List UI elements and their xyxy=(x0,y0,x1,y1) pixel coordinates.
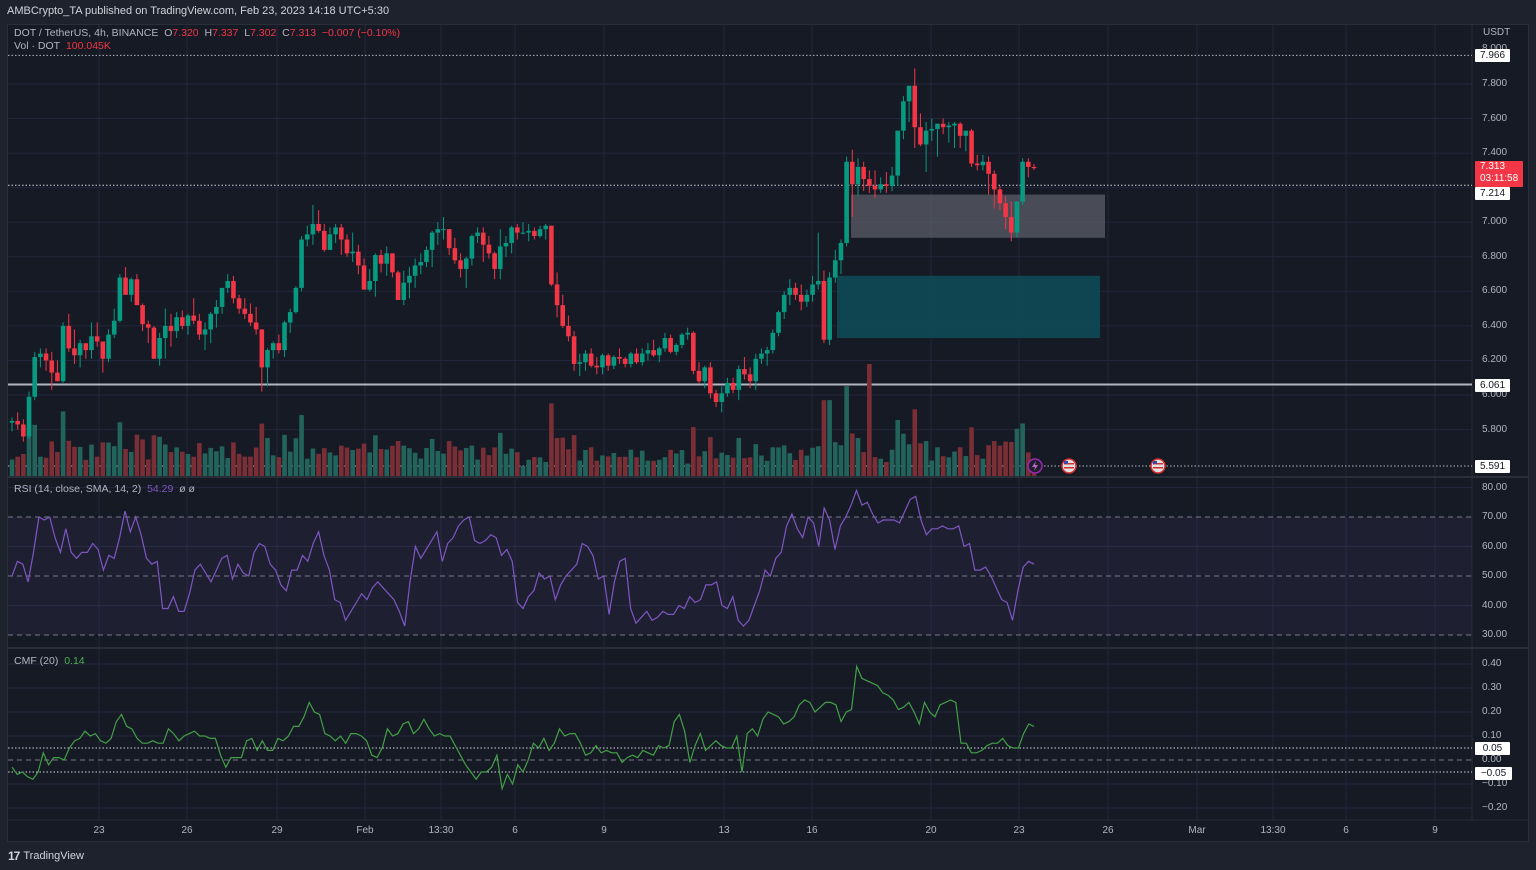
cmf-tick: 0.40 xyxy=(1482,658,1502,669)
close-value: 7.313 xyxy=(289,27,317,39)
price-tick: 5.800 xyxy=(1482,423,1508,435)
rsi-label[interactable]: RSI (14, close, SMA, 14, 2) xyxy=(14,483,142,495)
cmf-tick: 0.30 xyxy=(1482,682,1502,693)
price-tick: 6.400 xyxy=(1482,319,1508,331)
cmf-tick: 0.20 xyxy=(1482,706,1502,717)
rsi-tick: 60.00 xyxy=(1482,540,1508,552)
price-tick: 6.200 xyxy=(1482,354,1508,366)
low-value: 7.302 xyxy=(250,27,277,39)
top-line-tag: 7.966 xyxy=(1475,49,1510,62)
time-tick: 29 xyxy=(271,825,283,836)
cmf-label[interactable]: CMF (20) xyxy=(14,655,59,667)
publish-bar: AMBCrypto_TA published on TradingView.co… xyxy=(0,0,1536,24)
time-tick: Mar xyxy=(1188,825,1206,836)
price-tick: 7.800 xyxy=(1482,78,1508,89)
cmf-lower-tag: −0.05 xyxy=(1475,767,1512,780)
cmf-tick: 0.10 xyxy=(1482,730,1502,741)
event-markers xyxy=(1027,458,1166,474)
volume-legend: Vol · DOT 100.045K xyxy=(14,40,111,52)
grid xyxy=(8,25,1472,820)
price-tick: 7.400 xyxy=(1482,147,1508,159)
candles[interactable] xyxy=(9,68,1037,442)
open-value: 7.320 xyxy=(172,27,199,39)
rsi-line[interactable] xyxy=(11,488,1035,627)
time-tick: 13:30 xyxy=(1260,825,1286,836)
us-flag-event-icon[interactable] xyxy=(1061,458,1077,474)
price-tick: 6.800 xyxy=(1482,250,1508,262)
last-price-tag: 7.313 03:11:58 xyxy=(1475,161,1523,187)
brand-name[interactable]: TradingView xyxy=(23,850,84,862)
open-label: O xyxy=(164,27,173,39)
symbol-title[interactable]: DOT / TetherUS, 4h, BINANCE xyxy=(14,27,159,39)
publish-info: AMBCrypto_TA published on TradingView.co… xyxy=(7,5,390,17)
time-tick: 9 xyxy=(1432,825,1438,836)
time-tick: 6 xyxy=(1343,825,1349,836)
rsi-legend: RSI (14, close, SMA, 14, 2) 54.29 ø ø xyxy=(14,483,195,495)
currency-label: USDT xyxy=(1483,27,1511,38)
volume-label[interactable]: Vol · DOT xyxy=(14,40,61,52)
volume-bars xyxy=(9,364,1037,476)
time-tick: Feb xyxy=(356,825,374,836)
price-tick: 8.000 xyxy=(1482,43,1507,54)
price-tick: 7.600 xyxy=(1482,112,1508,124)
close-label: C xyxy=(282,27,290,39)
time-tick: 13 xyxy=(718,825,730,836)
cmf-tick: −0.20 xyxy=(1482,802,1508,813)
symbol-legend: DOT / TetherUS, 4h, BINANCE O7.320 H7.33… xyxy=(14,27,400,39)
cmf-tick: −0.10 xyxy=(1482,778,1508,789)
high-label: H xyxy=(204,27,213,39)
demand-zone[interactable] xyxy=(837,275,1100,339)
cmf-upper-tag: 0.05 xyxy=(1475,742,1510,755)
us-flag-event-icon-2[interactable] xyxy=(1150,458,1166,474)
time-tick: 20 xyxy=(925,825,937,836)
high-value: 7.337 xyxy=(212,27,239,39)
footer: 17 TradingView xyxy=(8,849,84,863)
bottom-line-tag: 5.591 xyxy=(1475,460,1510,473)
time-tick: 16 xyxy=(806,825,818,836)
rsi-tick: 50.00 xyxy=(1482,570,1508,581)
time-tick: 6 xyxy=(512,825,518,836)
cmf-line[interactable] xyxy=(11,664,1035,792)
time-tick: 26 xyxy=(181,825,193,836)
last-price: 7.313 xyxy=(1480,161,1506,172)
cmf-legend: CMF (20) 0.14 xyxy=(14,655,85,667)
bar-countdown: 03:11:58 xyxy=(1480,173,1519,184)
rsi-tick: 70.00 xyxy=(1482,511,1508,522)
time-tick: 9 xyxy=(601,825,607,836)
time-tick: 13:30 xyxy=(428,825,454,836)
lightning-event-icon[interactable] xyxy=(1027,458,1043,474)
low-label: L xyxy=(244,27,251,39)
rsi-value: 54.29 xyxy=(147,483,174,495)
rsi-tick: 40.00 xyxy=(1482,599,1508,611)
price-tick: 7.000 xyxy=(1482,216,1508,228)
rsi-tick: 80.00 xyxy=(1482,481,1508,493)
change-value: −0.007 (−0.10%) xyxy=(321,27,401,39)
order-block-zone[interactable] xyxy=(851,194,1105,238)
time-tick: 23 xyxy=(1013,825,1025,836)
tradingview-logo-icon[interactable]: 17 xyxy=(8,849,20,863)
price-tick: 6.000 xyxy=(1482,389,1508,401)
volume-value: 100.045K xyxy=(65,40,111,52)
resistance-tag: 7.214 xyxy=(1475,187,1510,200)
cmf-value: 0.14 xyxy=(64,655,85,667)
price-tick: 6.600 xyxy=(1482,285,1508,297)
time-tick: 23 xyxy=(93,825,105,836)
time-tick: 26 xyxy=(1102,825,1114,836)
rsi-tick: 30.00 xyxy=(1482,629,1508,640)
cmf-tick: 0.00 xyxy=(1482,754,1502,765)
rsi-extra: ø ø xyxy=(179,483,195,495)
support-tag: 6.061 xyxy=(1475,379,1510,392)
